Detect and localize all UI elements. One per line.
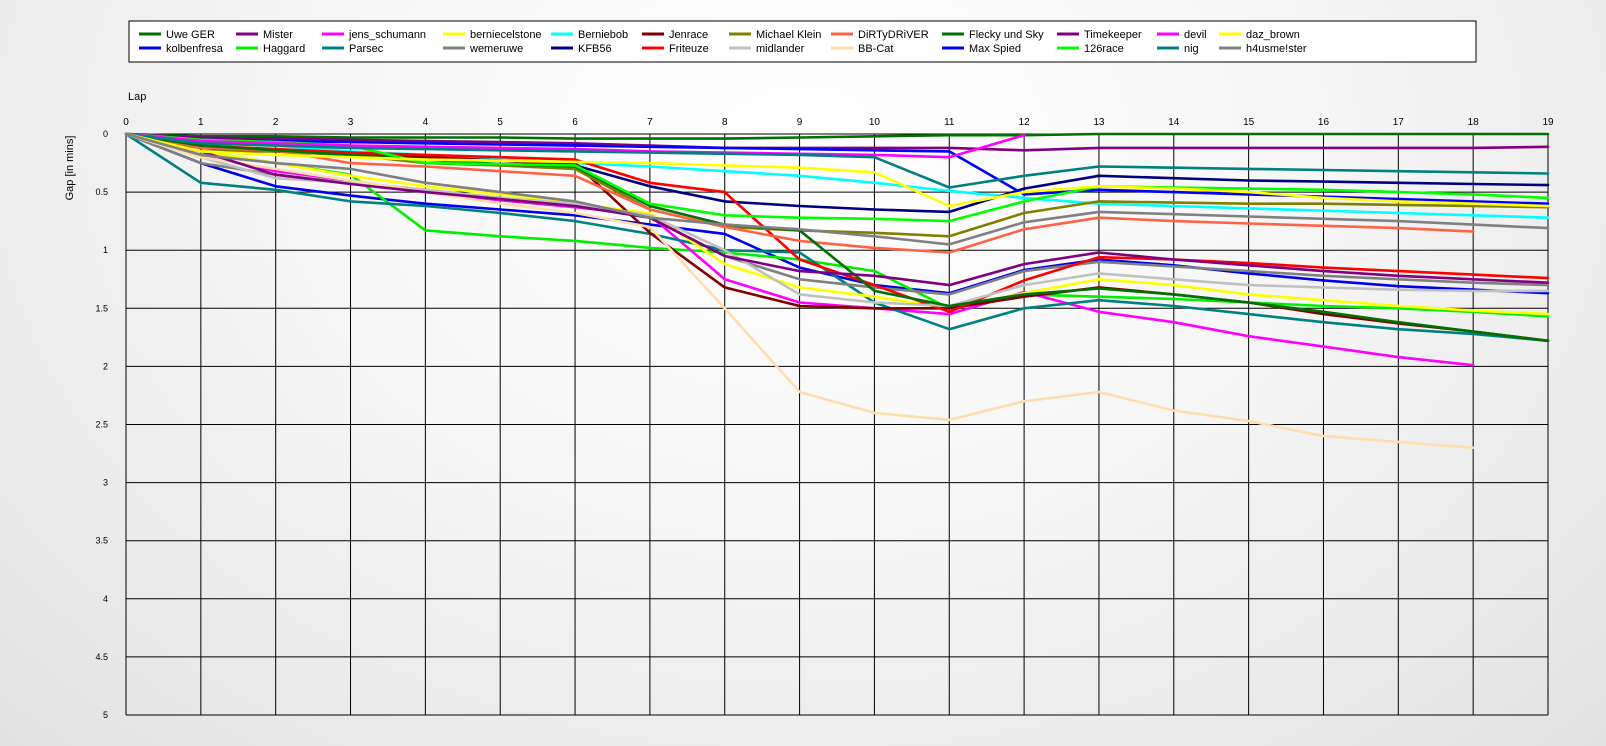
x-tick-label: 7 [647, 117, 653, 128]
series-layer [124, 132, 1550, 449]
x-tick-label: 1 [198, 117, 204, 128]
y-tick-label: 2.5 [95, 420, 108, 430]
legend: Uwe GER kolbenfresa Mister Haggard jens_schu… [139, 29, 1307, 55]
x-tick-label: 9 [797, 117, 803, 128]
x-tick-label: 5 [497, 117, 503, 128]
y-tick-label: 4 [103, 594, 108, 604]
y-tick-label: 3.5 [95, 536, 108, 546]
x-tick-label: 6 [572, 117, 578, 128]
series-line [124, 132, 1550, 316]
x-tick-label: 4 [423, 117, 429, 128]
y-tick-label: 4.5 [95, 652, 108, 662]
series-line [124, 132, 1475, 449]
x-tick-label: 12 [1019, 117, 1031, 128]
legend-label: BB-Cat [858, 43, 893, 55]
legend-label: jens_schumann [348, 29, 426, 41]
legend-label: midlander [756, 43, 805, 55]
legend-label: Friteuze [669, 43, 709, 55]
x-tick-label: 10 [869, 117, 881, 128]
series-line [124, 132, 1550, 287]
legend-label: 126race [1084, 43, 1124, 55]
y-tick-label: 3 [103, 478, 108, 488]
x-tick-label: 3 [348, 117, 354, 128]
x-tick-label: 11 [944, 117, 955, 128]
legend-label: Haggard [263, 43, 305, 55]
series-line [124, 132, 1550, 343]
series-line [124, 132, 1550, 208]
legend-label: h4usme!ster [1246, 43, 1307, 55]
legend-label: Timekeeper [1084, 29, 1142, 41]
legend-label: Parsec [349, 43, 384, 55]
legend-label: devil [1184, 29, 1207, 41]
legend-label: Berniebob [578, 29, 628, 41]
series-line [124, 132, 1550, 140]
series-line [124, 132, 1550, 246]
legend-box [128, 20, 1477, 63]
x-tick-label: 15 [1243, 117, 1255, 128]
x-tick-label: 19 [1542, 117, 1554, 128]
legend-label: DiRTyDRiVER [858, 29, 929, 41]
y-tick-label: 2 [103, 361, 108, 371]
y-tick-label: 0 [103, 129, 108, 139]
y-axis-title: Gap [in mins] [64, 136, 76, 201]
grid [125, 133, 1549, 716]
legend-label: wemeruwe [469, 43, 523, 55]
x-tick-label: 16 [1318, 117, 1330, 128]
x-tick-label: 2 [273, 117, 279, 128]
legend-label: berniecelstone [470, 29, 542, 41]
series-line [124, 132, 1550, 308]
x-tick-label: 8 [722, 117, 728, 128]
x-tick-label: 13 [1093, 117, 1105, 128]
series-line [124, 132, 1550, 343]
legend-label: Flecky und Sky [969, 29, 1044, 41]
x-tick-label: 0 [123, 117, 129, 128]
legend-label: kolbenfresa [166, 43, 224, 55]
tick-labels: 0 1 2 3 4 5 6 7 8 9 10 11 12 13 14 15 16 17 18 1900.511.522… [95, 117, 1554, 720]
x-tick-label: 17 [1393, 117, 1405, 128]
legend-label: Max Spied [969, 43, 1021, 55]
series-line [124, 132, 1550, 343]
legend-label: Jenrace [669, 29, 708, 41]
y-tick-label: 5 [103, 710, 108, 720]
legend-label: daz_brown [1246, 29, 1300, 41]
legend-label: Michael Klein [756, 29, 821, 41]
legend-label: KFB56 [578, 43, 612, 55]
y-tick-label: 1 [103, 245, 108, 255]
x-tick-label: 14 [1168, 117, 1180, 128]
series-line [124, 132, 1026, 159]
legend-label: nig [1184, 43, 1199, 55]
x-tick-label: 18 [1468, 117, 1480, 128]
x-axis-title: Lap [128, 91, 146, 103]
series-line [124, 132, 1550, 152]
y-tick-label: 1.5 [95, 303, 108, 313]
series-line [124, 132, 1475, 254]
y-tick-label: 0.5 [95, 187, 108, 197]
legend-label: Uwe GER [166, 29, 215, 41]
series-line [124, 132, 1550, 189]
legend-label: Mister [263, 29, 293, 41]
